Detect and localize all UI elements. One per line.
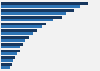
Bar xyxy=(1,23,46,25)
Bar xyxy=(1,12,66,15)
Bar xyxy=(1,9,74,12)
Bar xyxy=(1,63,12,66)
Bar xyxy=(1,39,25,42)
Bar xyxy=(1,19,53,21)
Bar xyxy=(1,29,37,32)
Bar xyxy=(1,59,13,62)
Bar xyxy=(1,16,62,19)
Bar xyxy=(1,46,20,48)
Bar xyxy=(1,2,88,5)
Bar xyxy=(1,5,80,8)
Bar xyxy=(1,36,29,39)
Bar xyxy=(1,32,33,35)
Bar xyxy=(1,50,20,52)
Bar xyxy=(1,43,23,46)
Bar xyxy=(1,25,42,28)
Bar xyxy=(1,56,15,59)
Bar xyxy=(1,52,17,55)
Bar xyxy=(1,66,10,69)
